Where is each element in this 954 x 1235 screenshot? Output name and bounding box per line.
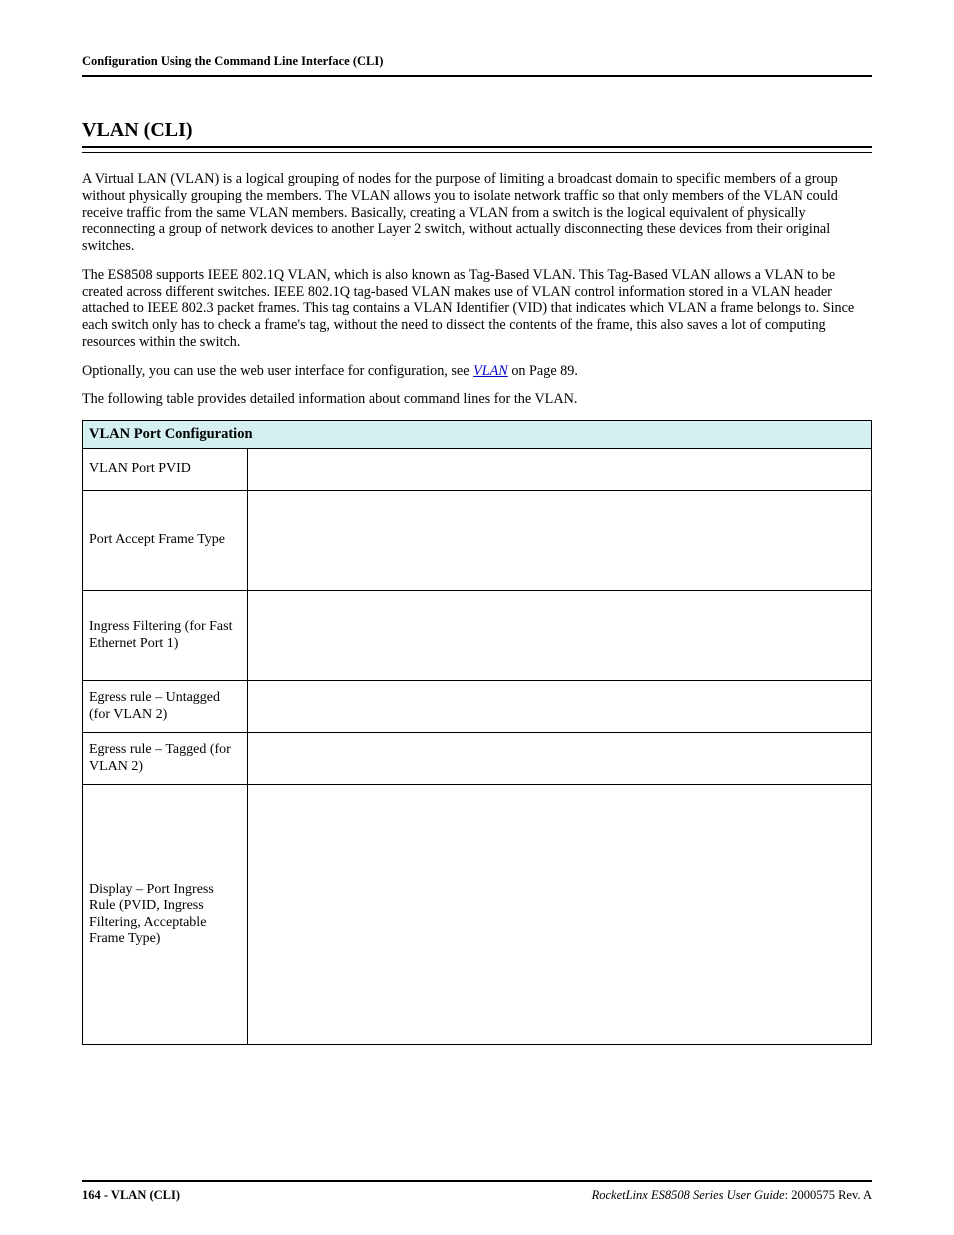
vlan-port-config-table: VLAN Port Configuration VLAN Port PVID P… [82,420,872,1045]
paragraph-3-prefix: Optionally, you can use the web user int… [82,363,473,379]
title-rule [82,146,872,153]
footer-right-italic: RocketLinx ES8508 Series User Guide [592,1188,785,1202]
table-row: Egress rule – Tagged (for VLAN 2) [83,733,872,785]
table-row: Display – Port Ingress Rule (PVID, Ingre… [83,785,872,1045]
table-row: VLAN Port PVID [83,449,872,491]
row-name: Egress rule – Tagged (for VLAN 2) [83,733,248,785]
table-row: Port Accept Frame Type [83,491,872,591]
footer-line: 164 - VLAN (CLI) RocketLinx ES8508 Serie… [82,1188,872,1203]
row-name: Port Accept Frame Type [83,491,248,591]
table-header-row: VLAN Port Configuration [83,421,872,449]
footer-left: 164 - VLAN (CLI) [82,1188,180,1203]
paragraph-4: The following table provides detailed in… [82,391,872,408]
footer-right-rest: : 2000575 Rev. A [785,1188,872,1202]
row-cmd [248,681,872,733]
page-footer: 164 - VLAN (CLI) RocketLinx ES8508 Serie… [82,1180,872,1203]
row-name: Display – Port Ingress Rule (PVID, Ingre… [83,785,248,1045]
row-name: Egress rule – Untagged (for VLAN 2) [83,681,248,733]
row-cmd [248,733,872,785]
table-header: VLAN Port Configuration [83,421,872,449]
paragraph-3: Optionally, you can use the web user int… [82,363,872,380]
paragraph-2: The ES8508 supports IEEE 802.1Q VLAN, wh… [82,267,872,351]
page: Configuration Using the Command Line Int… [0,0,954,1235]
footer-right: RocketLinx ES8508 Series User Guide: 200… [592,1188,872,1203]
running-head: Configuration Using the Command Line Int… [82,54,872,77]
row-name: VLAN Port PVID [83,449,248,491]
vlan-link[interactable]: VLAN [473,363,508,379]
paragraph-1: A Virtual LAN (VLAN) is a logical groupi… [82,171,872,255]
row-cmd [248,591,872,681]
section-title: VLAN (CLI) [82,119,872,146]
paragraph-3-suffix: on Page 89. [508,363,578,379]
row-cmd [248,449,872,491]
table-row: Egress rule – Untagged (for VLAN 2) [83,681,872,733]
row-cmd [248,491,872,591]
table-row: Ingress Filtering (for Fast Ethernet Por… [83,591,872,681]
footer-rule [82,1180,872,1182]
row-name: Ingress Filtering (for Fast Ethernet Por… [83,591,248,681]
row-cmd [248,785,872,1045]
